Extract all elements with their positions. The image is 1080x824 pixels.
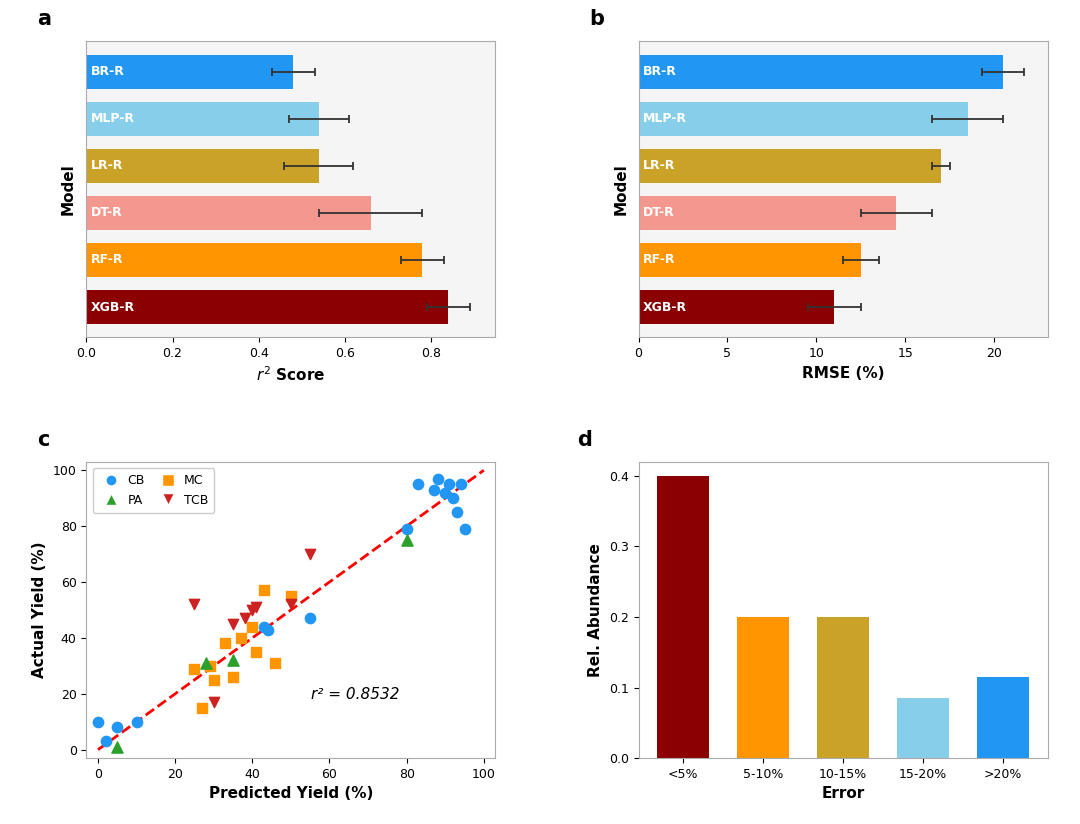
CB: [444, 492, 461, 505]
CB: [409, 478, 427, 491]
Bar: [638, 290, 834, 324]
Y-axis label: Rel. Abundance: Rel. Abundance: [589, 543, 604, 677]
Text: LR-R: LR-R: [91, 159, 123, 172]
Bar: [638, 54, 1003, 88]
MC: [255, 584, 272, 597]
CB: [426, 483, 443, 496]
Text: RF-R: RF-R: [643, 254, 675, 266]
MC: [217, 637, 234, 650]
Y-axis label: Model: Model: [60, 163, 76, 215]
CB: [441, 478, 458, 491]
CB: [259, 623, 276, 636]
CB: [453, 478, 470, 491]
CB: [90, 715, 107, 728]
PA: [225, 653, 242, 667]
Text: LR-R: LR-R: [643, 159, 675, 172]
Text: c: c: [38, 430, 50, 450]
Bar: [86, 290, 448, 324]
TCB: [244, 603, 261, 616]
X-axis label: RMSE (%): RMSE (%): [801, 366, 885, 381]
PA: [198, 657, 215, 670]
Bar: [738, 617, 789, 758]
TCB: [301, 547, 319, 560]
CB: [97, 735, 114, 748]
MC: [205, 673, 222, 686]
CB: [456, 522, 473, 536]
Text: a: a: [38, 9, 52, 30]
Bar: [657, 476, 710, 758]
Text: RF-R: RF-R: [91, 254, 123, 266]
Legend: CB, PA, MC, TCB: CB, PA, MC, TCB: [93, 468, 215, 513]
Bar: [638, 243, 861, 277]
MC: [201, 659, 218, 672]
MC: [282, 589, 299, 602]
Text: DT-R: DT-R: [91, 206, 122, 219]
Bar: [897, 698, 949, 758]
Text: b: b: [590, 9, 605, 30]
Bar: [818, 617, 869, 758]
PA: [399, 533, 416, 546]
Bar: [638, 149, 941, 183]
TCB: [235, 611, 253, 625]
PA: [109, 740, 126, 753]
X-axis label: Error: Error: [822, 786, 865, 802]
Text: MLP-R: MLP-R: [643, 112, 687, 125]
Y-axis label: Model: Model: [613, 163, 629, 215]
Text: XGB-R: XGB-R: [91, 301, 135, 313]
Bar: [86, 243, 422, 277]
CB: [429, 472, 446, 485]
Bar: [86, 196, 370, 230]
MC: [247, 645, 265, 658]
CB: [127, 715, 145, 728]
MC: [244, 620, 261, 634]
Text: BR-R: BR-R: [91, 65, 124, 78]
TCB: [225, 617, 242, 630]
X-axis label: Predicted Yield (%): Predicted Yield (%): [208, 786, 373, 802]
TCB: [205, 695, 222, 709]
TCB: [186, 597, 203, 611]
TCB: [247, 601, 265, 614]
Bar: [86, 101, 319, 136]
CB: [301, 611, 319, 625]
CB: [109, 721, 126, 734]
CB: [436, 486, 454, 499]
Bar: [86, 54, 293, 88]
MC: [232, 631, 249, 644]
Bar: [638, 101, 968, 136]
Text: r² = 0.8532: r² = 0.8532: [311, 687, 400, 702]
CB: [255, 620, 272, 634]
Y-axis label: Actual Yield (%): Actual Yield (%): [32, 541, 48, 678]
Text: DT-R: DT-R: [643, 206, 674, 219]
Bar: [977, 677, 1029, 758]
CB: [399, 522, 416, 536]
Bar: [86, 149, 319, 183]
MC: [193, 701, 211, 714]
Text: MLP-R: MLP-R: [91, 112, 135, 125]
Bar: [638, 196, 896, 230]
MC: [267, 657, 284, 670]
Text: d: d: [577, 430, 592, 450]
CB: [448, 506, 465, 519]
TCB: [282, 597, 299, 611]
Text: XGB-R: XGB-R: [643, 301, 687, 313]
X-axis label: $r^2$ Score: $r^2$ Score: [256, 366, 325, 385]
MC: [225, 671, 242, 684]
MC: [186, 662, 203, 675]
Text: BR-R: BR-R: [643, 65, 676, 78]
